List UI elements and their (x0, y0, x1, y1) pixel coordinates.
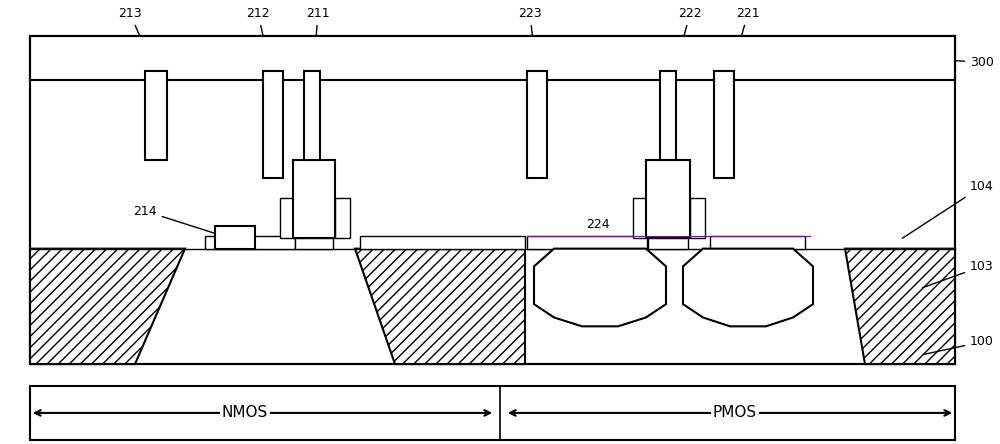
Text: 211: 211 (306, 7, 330, 86)
Bar (304, 71, 320, 160)
Polygon shape (845, 249, 955, 364)
Bar (145, 71, 167, 160)
Bar (335, 198, 350, 238)
Bar (30, 36, 955, 364)
Text: 213: 213 (118, 7, 154, 68)
Polygon shape (30, 249, 185, 364)
Text: 214: 214 (133, 205, 225, 237)
Bar (30, 36, 955, 80)
Text: 100: 100 (923, 335, 994, 355)
Bar (280, 198, 295, 238)
Text: PMOS: PMOS (713, 405, 757, 420)
Bar (527, 71, 547, 178)
Bar (690, 198, 705, 238)
Bar (295, 238, 333, 249)
Text: 103: 103 (923, 260, 994, 288)
Bar (660, 71, 676, 160)
Polygon shape (683, 249, 813, 326)
Polygon shape (534, 249, 666, 326)
Bar (30, 36, 955, 364)
Bar (215, 226, 255, 249)
Bar (205, 236, 295, 249)
Bar (714, 71, 734, 178)
Text: 223: 223 (518, 7, 542, 86)
Polygon shape (355, 249, 525, 364)
Text: 104: 104 (902, 180, 994, 238)
Bar (293, 160, 335, 238)
Text: NMOS: NMOS (222, 405, 268, 420)
Text: 224: 224 (586, 218, 610, 297)
Bar (30, 386, 955, 440)
Text: 222: 222 (671, 7, 702, 86)
Bar (527, 236, 647, 249)
Text: 221: 221 (727, 7, 760, 86)
Text: 300: 300 (903, 56, 994, 69)
Text: 212: 212 (246, 7, 274, 86)
Bar (263, 71, 283, 178)
Bar (360, 236, 525, 249)
Bar (648, 238, 688, 249)
Bar (710, 236, 805, 249)
Bar (633, 198, 648, 238)
Bar (646, 160, 690, 238)
